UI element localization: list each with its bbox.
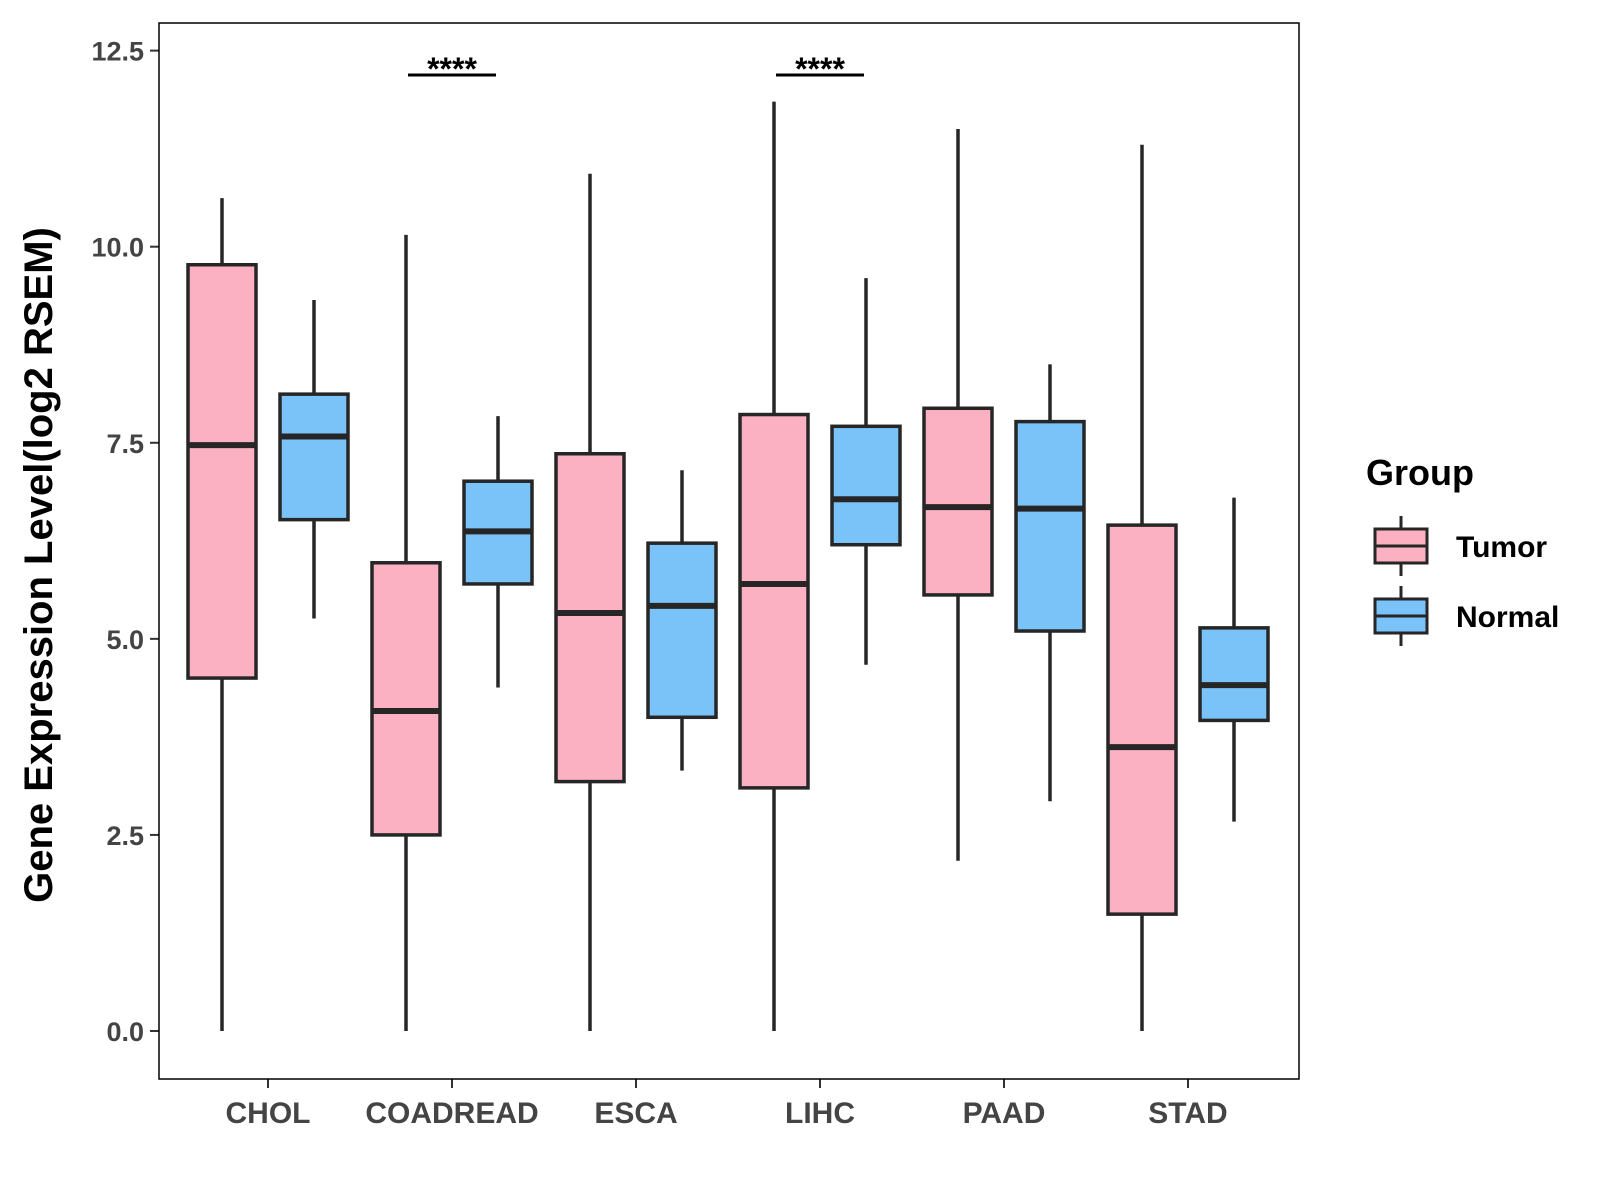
significance-annotations: **** **** bbox=[408, 51, 864, 87]
box-tumor-chol bbox=[186, 198, 258, 1031]
y-tick-label: 10.0 bbox=[91, 233, 144, 263]
legend-label: Normal bbox=[1456, 601, 1559, 634]
y-tick-label: 5.0 bbox=[106, 625, 144, 655]
x-tick-label: CHOL bbox=[226, 1097, 311, 1130]
box-normal-lihc bbox=[830, 278, 902, 665]
legend-item-tumor: Tumor bbox=[1373, 516, 1547, 576]
plot-panel-border bbox=[158, 22, 1300, 1080]
box-body bbox=[186, 262, 258, 680]
significance-label: **** bbox=[795, 51, 845, 87]
x-tick-label: LIHC bbox=[785, 1097, 855, 1130]
box-body bbox=[554, 452, 626, 784]
box-body bbox=[370, 561, 442, 837]
y-tick-label: 2.5 bbox=[106, 821, 144, 851]
box-body bbox=[830, 424, 902, 547]
y-axis-title: Gene Expression Level(log2 RSEM) bbox=[17, 227, 61, 903]
y-tick-label: 0.0 bbox=[106, 1017, 144, 1047]
box-tumor-esca bbox=[554, 173, 626, 1031]
box-body bbox=[1106, 523, 1178, 916]
box-body bbox=[738, 412, 810, 790]
x-axis: CHOL COADREAD ESCA LIHC PAAD STAD bbox=[226, 1079, 1228, 1130]
box-body bbox=[922, 406, 994, 597]
box-tumor-stad bbox=[1106, 144, 1178, 1031]
significance-label: **** bbox=[427, 51, 477, 87]
box-normal-chol bbox=[278, 300, 350, 619]
y-axis: 0.0 2.5 5.0 7.5 10.0 12.5 bbox=[91, 37, 159, 1047]
y-tick-label: 7.5 bbox=[106, 429, 144, 459]
box-normal-coadread bbox=[462, 416, 534, 688]
legend-label: Tumor bbox=[1456, 531, 1547, 564]
box-tumor-coadread bbox=[370, 234, 442, 1031]
box-tumor-paad bbox=[922, 129, 994, 861]
y-tick-label: 12.5 bbox=[91, 37, 144, 67]
legend: Group Tumor Normal bbox=[1366, 452, 1559, 646]
x-tick-label: ESCA bbox=[594, 1097, 677, 1130]
box-normal-esca bbox=[646, 470, 718, 771]
x-tick-label: PAAD bbox=[963, 1097, 1046, 1130]
box-body bbox=[278, 392, 350, 522]
box-body bbox=[1014, 419, 1086, 633]
legend-item-normal: Normal bbox=[1373, 586, 1559, 646]
box-body bbox=[1198, 626, 1270, 723]
legend-title: Group bbox=[1366, 452, 1474, 493]
box-normal-stad bbox=[1198, 497, 1270, 822]
boxes bbox=[186, 101, 1270, 1031]
box-normal-paad bbox=[1014, 364, 1086, 802]
box-tumor-lihc bbox=[738, 101, 810, 1031]
box-body bbox=[646, 541, 718, 720]
x-tick-label: COADREAD bbox=[365, 1097, 538, 1130]
x-tick-label: STAD bbox=[1148, 1097, 1227, 1130]
